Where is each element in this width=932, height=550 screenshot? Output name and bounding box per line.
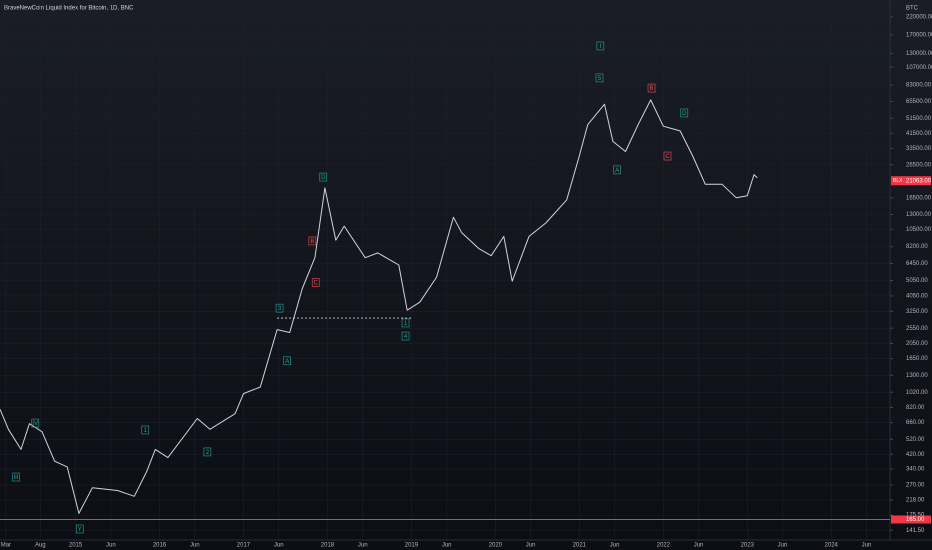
x-tick-label: 2024 — [825, 543, 839, 549]
wave-label: B — [310, 239, 314, 245]
x-tick-label: Aug — [35, 543, 46, 549]
wave-label: C — [314, 281, 319, 287]
wave-label-box — [311, 278, 320, 287]
x-tick-label: Jun — [106, 543, 116, 549]
support-label: 165.00 — [906, 517, 925, 523]
y-tick-label: 130000.00 — [906, 51, 932, 57]
wave-label-box — [613, 165, 621, 175]
price-line — [0, 99, 758, 514]
wave-label: D — [321, 175, 326, 181]
wave-label: III — [13, 475, 18, 481]
y-tick-label: 5050.00 — [906, 278, 928, 284]
wave-label-box — [663, 151, 672, 161]
wave-label: 1 — [144, 428, 148, 434]
y-tick-label: 65500.00 — [906, 99, 932, 105]
x-tick-label: 2020 — [489, 543, 503, 549]
wave-label: I — [599, 44, 601, 50]
wave-label: C — [665, 154, 670, 160]
wave-label-box — [275, 303, 284, 313]
x-tick-label: Jun — [862, 543, 872, 549]
support-label-box — [891, 515, 931, 524]
x-tick-label: Jun — [190, 543, 200, 549]
wave-label-box — [401, 331, 410, 341]
y-tick-label: 13000.00 — [906, 212, 932, 218]
x-tick-label: Jun — [442, 543, 452, 549]
y-tick-label: 41500.00 — [906, 131, 932, 137]
chart-title: BraveNewCoin Liquid Index for Bitcoin, 1… — [4, 6, 134, 12]
last-price-box — [891, 176, 931, 186]
y-tick-label: 51500.00 — [906, 116, 932, 122]
wave-label: 2 — [206, 450, 210, 456]
wave-label: 3 — [278, 306, 282, 312]
wave-label-box — [647, 83, 656, 93]
wave-label-box — [680, 108, 689, 118]
y-tick-label: 1300.00 — [906, 373, 928, 379]
y-tick-label: 6450.00 — [906, 261, 928, 267]
x-tick-label: 2017 — [237, 543, 251, 549]
wave-label-box — [283, 356, 291, 366]
y-tick-label: 26500.00 — [906, 162, 932, 168]
wave-label-box — [12, 472, 20, 482]
y-tick-label: 218.00 — [906, 498, 925, 504]
wave-label: D — [682, 111, 687, 117]
wave-label-box — [401, 318, 410, 328]
x-tick-label: 2019 — [405, 543, 419, 549]
wave-label-box — [595, 73, 604, 83]
wave-label: A — [615, 168, 619, 174]
y-tick-label: 220000.00 — [906, 14, 932, 20]
wave-label-box — [308, 236, 317, 246]
y-tick-label: 170000.00 — [906, 32, 932, 38]
wave-label-box — [203, 447, 212, 457]
y-tick-label: 2550.00 — [906, 326, 928, 332]
y-tick-label: 107000.00 — [906, 65, 932, 71]
x-tick-label: Jun — [778, 543, 788, 549]
x-tick-label: Mar — [1, 543, 11, 549]
y-tick-label: 33500.00 — [906, 146, 932, 152]
y-tick-label: 2050.00 — [906, 341, 928, 347]
x-tick-label: 2016 — [153, 543, 167, 549]
x-tick-label: Jun — [610, 543, 620, 549]
y-tick-label: 270.00 — [906, 483, 925, 489]
wave-label-box — [75, 524, 84, 534]
wave-label: B — [650, 86, 654, 92]
x-tick-label: Jun — [526, 543, 536, 549]
wave-label: 1 — [404, 321, 408, 327]
last-price-label: 21063.00 — [906, 178, 932, 184]
x-tick-label: Jun — [358, 543, 368, 549]
y-tick-label: 83000.00 — [906, 83, 932, 89]
y-unit: BTC — [906, 6, 919, 12]
x-tick-label: 2021 — [573, 543, 587, 549]
wave-label: A — [285, 359, 289, 365]
x-tick-label: 2023 — [741, 543, 755, 549]
wave-label-box — [319, 172, 328, 182]
y-tick-label: 10500.00 — [906, 227, 932, 233]
wave-label: 4 — [404, 334, 408, 340]
wave-label-box — [596, 41, 605, 51]
y-tick-label: 820.00 — [906, 405, 925, 411]
x-tick-label: Jun — [274, 543, 284, 549]
wave-label: Y — [78, 527, 82, 533]
x-tick-label: 2022 — [657, 543, 671, 549]
wave-label-box — [141, 425, 150, 435]
y-tick-label: 1650.00 — [906, 356, 928, 362]
series-name: BLX — [893, 178, 903, 184]
x-tick-label: 2015 — [69, 543, 83, 549]
y-tick-label: 1020.00 — [906, 390, 928, 396]
y-tick-label: 520.00 — [906, 437, 925, 443]
wave-label: 5 — [598, 76, 602, 82]
y-tick-label: 340.00 — [906, 467, 925, 473]
x-tick-label: 2018 — [321, 543, 335, 549]
y-tick-label: 3250.00 — [906, 309, 928, 315]
y-tick-label: 8200.00 — [906, 244, 928, 250]
y-tick-label: 16500.00 — [906, 195, 932, 201]
y-tick-label: 4050.00 — [906, 293, 928, 299]
x-tick-label: Jun — [694, 543, 704, 549]
wave-label: IV — [32, 421, 38, 427]
y-tick-label: 660.00 — [906, 420, 925, 426]
wave-label-box — [31, 418, 40, 428]
y-tick-label: 141.50 — [906, 528, 925, 534]
y-tick-label: 420.00 — [906, 452, 925, 458]
